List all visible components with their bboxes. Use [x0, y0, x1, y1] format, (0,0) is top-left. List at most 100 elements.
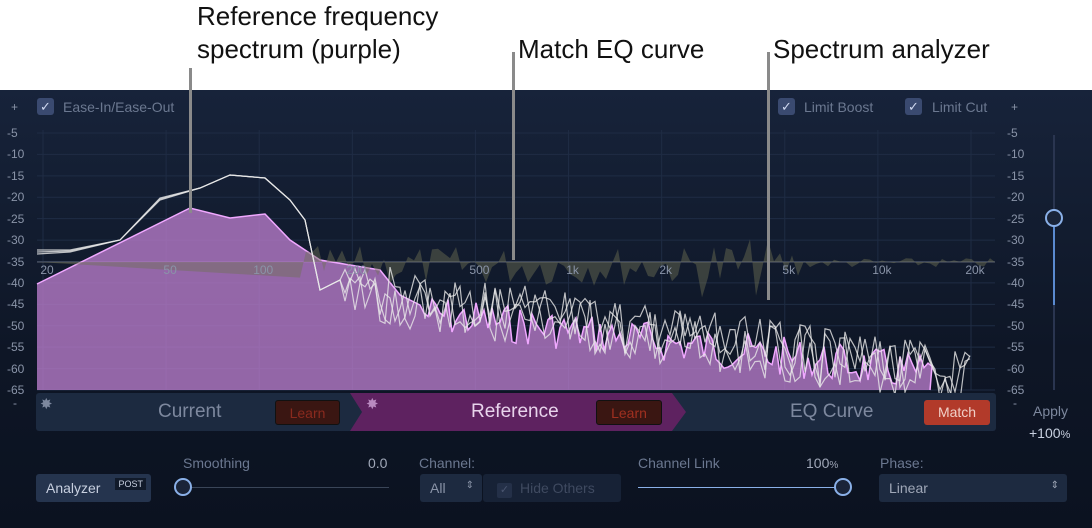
- freq-label: 5k: [782, 263, 796, 277]
- freq-label: 2k: [659, 263, 672, 277]
- callout-text: Reference frequency: [197, 1, 439, 31]
- channel-link-slider-knob[interactable]: [834, 478, 852, 496]
- db-label-left: -15: [7, 168, 25, 183]
- hide-others-label: Hide Others: [520, 480, 595, 496]
- apply-label: Apply: [1033, 403, 1069, 419]
- tab-eq-curve[interactable]: EQ Curve: [790, 401, 874, 422]
- match-eq-curve: [37, 239, 995, 298]
- db-label-right: -15: [1007, 168, 1025, 183]
- channel-value: All: [430, 480, 446, 496]
- db-label-left: -25: [7, 211, 25, 226]
- minus-left[interactable]: -: [13, 396, 17, 410]
- updown-icon: ⇕: [1050, 480, 1059, 491]
- analyzer-leader-line: [767, 52, 770, 300]
- db-label-left: -5: [7, 126, 18, 140]
- reference-gear-icon[interactable]: ✸: [366, 396, 379, 413]
- smoothing-slider-track[interactable]: [183, 487, 389, 488]
- apply-value: +100%: [1029, 425, 1070, 441]
- match-eq-panel: ✓ Ease-In/Ease-Out ✓ Limit Boost ✓ Limit…: [0, 90, 1092, 528]
- callout-match-eq: Match EQ curve: [518, 34, 705, 64]
- freq-label: 500: [469, 263, 490, 277]
- db-label-left: -40: [7, 275, 25, 290]
- post-badge[interactable]: POST: [115, 478, 146, 490]
- freq-label: 10k: [872, 263, 892, 277]
- db-label-right: -25: [1007, 211, 1025, 226]
- checkmark-icon: ✓: [497, 483, 512, 498]
- updown-icon: ⇕: [465, 480, 474, 491]
- callout-analyzer: Spectrum analyzer: [773, 34, 990, 64]
- db-label-left: -10: [7, 147, 25, 162]
- db-label-right: -50: [1007, 318, 1025, 333]
- db-label-right: -20: [1007, 190, 1025, 205]
- analyzer-trace: [36, 174, 971, 399]
- tab-reference[interactable]: Reference: [471, 401, 559, 422]
- limit-cut-label: Limit Cut: [932, 99, 988, 115]
- db-label-left: -50: [7, 318, 25, 333]
- db-label-left: -60: [7, 361, 25, 376]
- db-label-right: -30: [1007, 233, 1025, 248]
- apply-slider-knob[interactable]: [1045, 209, 1063, 227]
- current-gear-icon[interactable]: ✸: [40, 396, 53, 413]
- freq-label: 20: [40, 263, 54, 277]
- reference-spectrum: [37, 208, 932, 390]
- freq-label: 20k: [965, 263, 985, 277]
- db-label-right: -35: [1007, 254, 1025, 269]
- smoothing-label: Smoothing: [183, 455, 250, 471]
- freq-label: 1k: [566, 263, 579, 277]
- db-label-right: -55: [1007, 340, 1025, 355]
- callout-reference: Reference frequency spectrum (purple): [197, 0, 438, 66]
- db-label-right: -60: [1007, 361, 1025, 376]
- plus-right[interactable]: +: [1011, 100, 1019, 114]
- channel-link-unit: %: [829, 460, 839, 471]
- channel-link-label: Channel Link: [638, 455, 720, 471]
- tab-current[interactable]: Current: [158, 401, 222, 422]
- analyzer-button[interactable]: Analyzer POST: [36, 474, 151, 502]
- phase-value: Linear: [889, 480, 928, 496]
- ease-checkbox[interactable]: ✓: [37, 98, 54, 115]
- channel-link-slider-track[interactable]: [638, 487, 843, 488]
- reference-spectrum-outline: [36, 207, 933, 391]
- db-label-right: -5: [1007, 126, 1018, 140]
- phase-label: Phase:: [880, 455, 924, 471]
- smoothing-value: 0.0: [368, 455, 388, 471]
- minus-right[interactable]: -: [1013, 396, 1017, 410]
- analyzer-trace: [36, 174, 971, 406]
- apply-unit: %: [1060, 429, 1071, 441]
- reference-learn-button[interactable]: Learn: [596, 400, 662, 425]
- db-label-right: -45: [1007, 297, 1025, 312]
- plus-left[interactable]: +: [11, 100, 19, 114]
- limit-boost-label: Limit Boost: [804, 99, 874, 115]
- phase-select[interactable]: Linear ⇕: [879, 474, 1067, 502]
- callout-text: spectrum (purple): [197, 34, 401, 64]
- db-label-right: -40: [1007, 275, 1025, 290]
- db-label-right: -10: [1007, 147, 1025, 162]
- current-learn-button[interactable]: Learn: [275, 400, 340, 425]
- freq-label: 50: [163, 263, 177, 277]
- ease-label: Ease-In/Ease-Out: [63, 99, 175, 115]
- apply-slider-fill: [1053, 218, 1055, 305]
- smoothing-slider-knob[interactable]: [174, 478, 192, 496]
- freq-label: 200: [346, 263, 367, 277]
- match-button[interactable]: Match: [924, 400, 990, 425]
- channel-label: Channel:: [419, 455, 476, 471]
- channel-select[interactable]: All ⇕: [420, 474, 482, 502]
- db-label-right: -65: [1007, 383, 1025, 397]
- db-label-left: -20: [7, 190, 25, 205]
- db-label-left: -35: [7, 254, 25, 269]
- spectrum-graph: [36, 130, 995, 406]
- db-label-left: -55: [7, 340, 25, 355]
- db-label-left: -45: [7, 297, 25, 312]
- channel-link-number: 100: [806, 455, 830, 471]
- apply-number: +100: [1029, 425, 1061, 441]
- analyzer-label: Analyzer: [46, 480, 101, 496]
- db-label-left: -30: [7, 233, 25, 248]
- analyzer-trace: [37, 174, 971, 403]
- freq-label: 100: [253, 263, 274, 277]
- limit-cut-checkbox[interactable]: ✓: [905, 98, 922, 115]
- channel-link-value: 100%: [806, 455, 838, 471]
- match-eq-leader-line: [512, 52, 515, 260]
- limit-boost-checkbox[interactable]: ✓: [778, 98, 795, 115]
- db-label-left: -65: [7, 383, 25, 397]
- reference-leader-line: [189, 68, 192, 213]
- hide-others-checkbox[interactable]: ✓ Hide Others: [483, 474, 621, 502]
